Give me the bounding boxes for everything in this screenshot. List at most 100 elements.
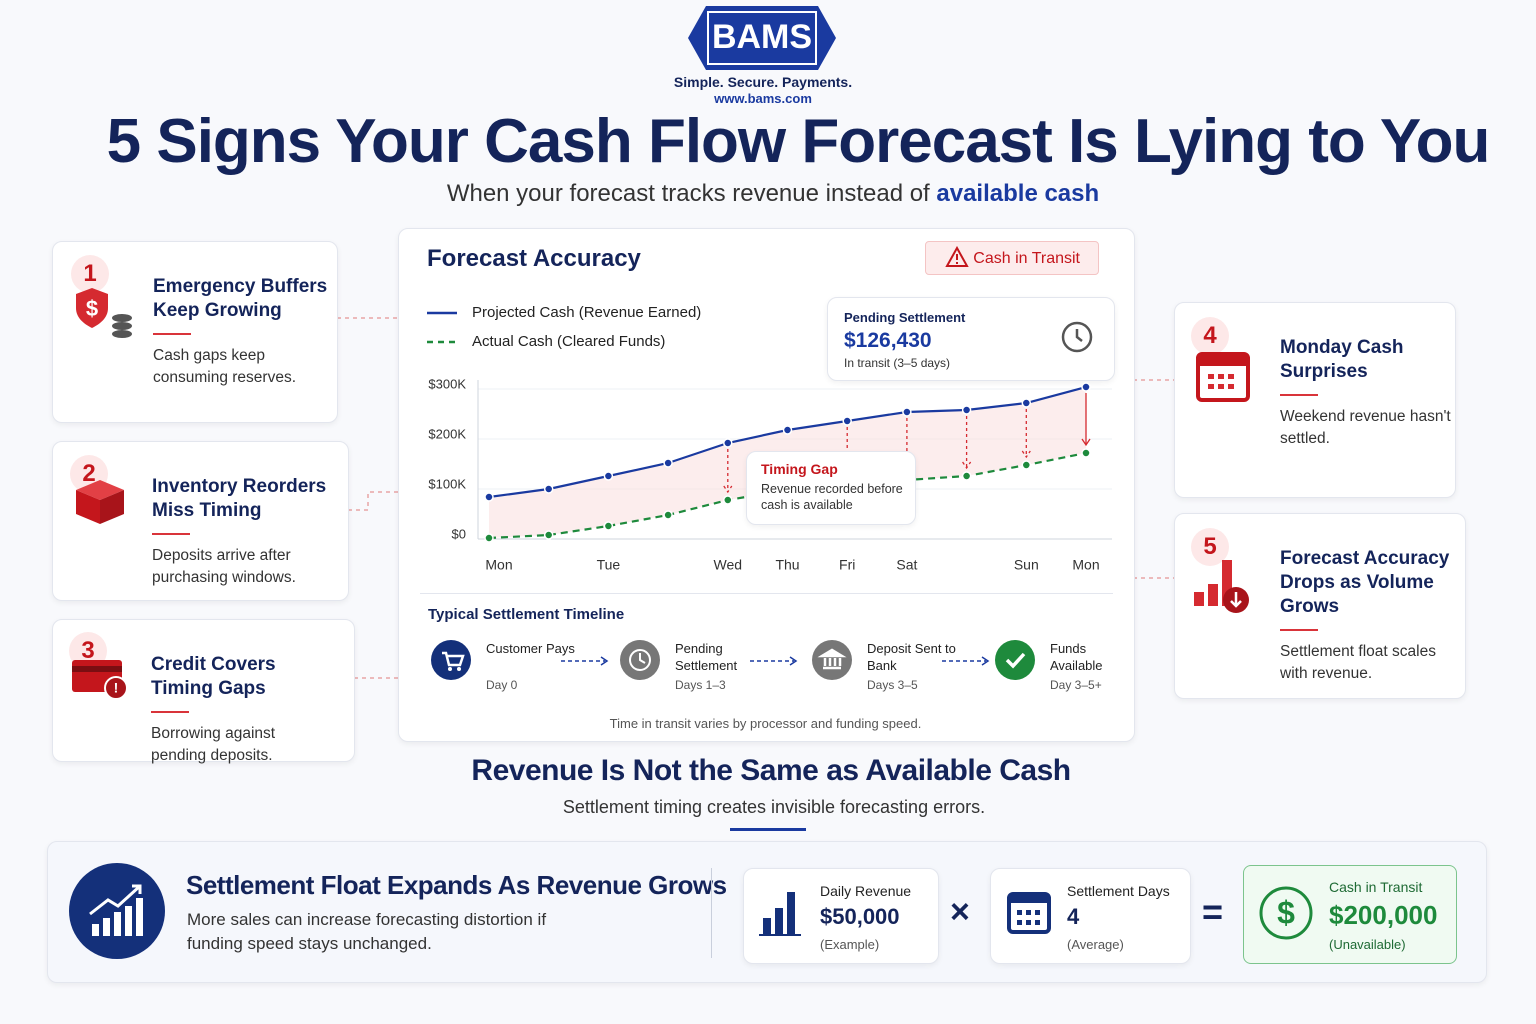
arrow xyxy=(942,656,990,666)
x-tick-label: Wed xyxy=(714,557,743,573)
gap-arrow xyxy=(1021,409,1031,459)
separator xyxy=(711,868,712,958)
gap-arrow xyxy=(723,449,733,494)
bottom-title: Settlement Float Expands As Revenue Grow… xyxy=(186,870,727,900)
arrow xyxy=(561,656,609,666)
divider xyxy=(420,593,1113,594)
step-arrow xyxy=(942,654,992,672)
point xyxy=(663,458,673,468)
chart-title: Forecast Accuracy xyxy=(427,245,641,272)
sign-title: Inventory Reorders Miss Timing xyxy=(152,476,327,521)
result-note: (Unavailable) xyxy=(1329,937,1406,952)
red-rule xyxy=(151,711,189,713)
sign-title: Credit Covers Timing Gaps xyxy=(151,654,276,699)
step-sub: Day 0 xyxy=(486,678,518,692)
x-tick-label: Mon xyxy=(485,557,512,573)
pending-box xyxy=(827,297,1115,381)
sign-text: Settlement float scales with revenue. xyxy=(1280,643,1436,682)
dollar-icon: $ xyxy=(1259,886,1313,940)
point xyxy=(1021,460,1032,470)
factor-box xyxy=(990,868,1191,964)
icon xyxy=(995,640,1035,680)
y-tick-label: $200K xyxy=(428,426,466,441)
icon xyxy=(1194,560,1249,613)
subtitle-highlight: available cash xyxy=(936,180,1100,207)
icon: $ xyxy=(76,288,132,338)
x-tick-label: Tue xyxy=(597,557,621,573)
x-tick-label: Sun xyxy=(1014,557,1039,573)
icon xyxy=(76,480,124,524)
step-label: Customer Pays xyxy=(486,641,575,656)
growth-icon xyxy=(69,863,165,959)
factor-label: Settlement Days xyxy=(1067,883,1170,899)
point xyxy=(961,471,972,481)
step-sub: Days 3–5 xyxy=(867,678,918,692)
pending-note: In transit (3–5 days) xyxy=(844,356,951,370)
step-icon xyxy=(619,639,661,686)
logo-frame xyxy=(707,11,817,65)
sign-text: Weekend revenue hasn't settled. xyxy=(1280,408,1451,447)
point xyxy=(663,510,673,520)
step-icon xyxy=(430,639,472,686)
y-tick-label: $100K xyxy=(428,476,466,491)
red-rule xyxy=(152,533,190,535)
timeline-note: Time in transit varies by processor and … xyxy=(609,716,922,731)
factor-label: Daily Revenue xyxy=(820,883,912,899)
icon xyxy=(1196,352,1250,402)
legend-label: Actual Cash (Cleared Funds) xyxy=(472,333,665,350)
bottom-text: More sales can increase forecasting dist… xyxy=(187,910,547,953)
sign-text: Cash gaps keep consuming reserves. xyxy=(153,347,297,386)
logo-shape xyxy=(688,6,836,70)
factor-icon xyxy=(1006,888,1052,943)
callout xyxy=(746,451,916,525)
callout-text: Revenue recorded before cash is availabl… xyxy=(761,482,903,512)
sign-number: 4 xyxy=(1191,317,1229,355)
callout-title: Timing Gap xyxy=(761,461,838,477)
y-tick-label: $300K xyxy=(428,376,466,391)
result-label: Cash in Transit xyxy=(1329,879,1423,895)
sign-icon xyxy=(1194,346,1258,415)
underline xyxy=(730,828,806,831)
step-arrow xyxy=(561,654,611,672)
y-tick-label: $0 xyxy=(452,526,466,541)
step-sub: Day 3–5+ xyxy=(1050,678,1102,692)
warning-icon xyxy=(945,246,969,267)
sign-number: 2 xyxy=(70,455,108,493)
result-box xyxy=(1243,865,1457,964)
gap-arrow xyxy=(1081,393,1091,447)
point xyxy=(1081,382,1091,392)
middle-heading: Revenue Is Not the Same as Available Cas… xyxy=(471,754,1071,787)
connector-lines xyxy=(337,317,1174,679)
svg-text:$: $ xyxy=(1277,894,1295,930)
point xyxy=(603,521,614,531)
timeline-title: Typical Settlement Timeline xyxy=(428,606,625,623)
icon xyxy=(759,892,801,936)
badge-text: Cash in Transit xyxy=(973,250,1080,267)
legend-label: Projected Cash (Revenue Earned) xyxy=(472,304,701,321)
point xyxy=(723,438,733,448)
x-tick-label: Fri xyxy=(839,557,855,573)
point xyxy=(723,495,733,505)
point xyxy=(484,492,494,502)
point xyxy=(543,530,554,540)
svg-text:!: ! xyxy=(114,680,119,696)
result-value: $200,000 xyxy=(1329,900,1438,930)
step-label: Funds Available xyxy=(1050,641,1103,673)
point xyxy=(603,471,614,481)
icon xyxy=(812,640,852,680)
main-title: 5 Signs Your Cash Flow Forecast Is Lying… xyxy=(106,107,1491,176)
point xyxy=(842,416,852,426)
arrow xyxy=(750,656,798,666)
point xyxy=(484,533,494,543)
sign-title: Forecast Accuracy Drops as Volume Grows xyxy=(1280,548,1450,617)
clock-icon xyxy=(1061,321,1093,353)
tagline: Simple. Secure. Payments. xyxy=(673,74,853,90)
sign-number: 5 xyxy=(1191,528,1229,566)
factor-note: (Average) xyxy=(1067,937,1124,952)
point xyxy=(902,407,912,417)
x-tick-label: Thu xyxy=(775,557,799,573)
red-rule xyxy=(153,333,191,335)
sign-number: 1 xyxy=(71,255,109,293)
red-rule xyxy=(1280,394,1318,396)
